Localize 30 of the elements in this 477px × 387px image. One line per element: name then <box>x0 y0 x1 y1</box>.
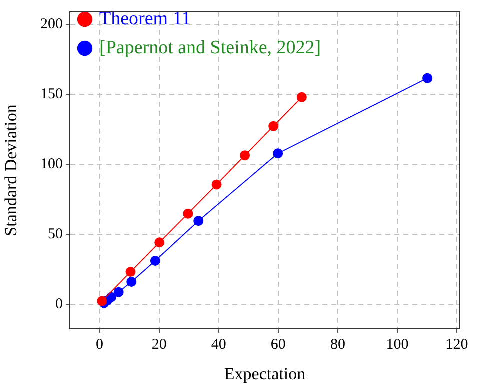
point <box>296 92 307 102</box>
point <box>106 292 116 302</box>
legend-label: Theorem 11 <box>100 8 192 30</box>
point <box>126 276 137 287</box>
legend-label: [Papernot and Steinke, 2022] <box>100 37 322 58</box>
x-tick-label: 20 <box>152 336 167 353</box>
x-tick-label: 0 <box>96 336 104 353</box>
y-tick-label: 100 <box>40 156 63 172</box>
x-tick-label: 120 <box>446 336 468 353</box>
point <box>212 180 222 190</box>
point <box>154 238 165 248</box>
y-tick-label: 150 <box>40 86 63 103</box>
x-axis-title: Expectation <box>224 364 306 384</box>
point <box>114 287 124 298</box>
point <box>273 148 284 159</box>
x-tick-label: 40 <box>211 336 226 353</box>
y-tick-label: 50 <box>48 226 63 242</box>
x-tick-label: 100 <box>386 336 409 353</box>
point <box>422 73 433 84</box>
x-tick-label: 60 <box>270 336 286 353</box>
y-tick-label: 0 <box>56 296 63 312</box>
y-axis-title: Standard Deviation <box>2 104 21 236</box>
x-tick-label: 80 <box>330 336 346 353</box>
point <box>268 121 279 132</box>
point <box>150 256 160 266</box>
point <box>126 267 136 278</box>
point <box>183 208 194 219</box>
point <box>194 216 204 226</box>
y-tick-label: 200 <box>40 16 63 33</box>
point <box>240 150 250 161</box>
